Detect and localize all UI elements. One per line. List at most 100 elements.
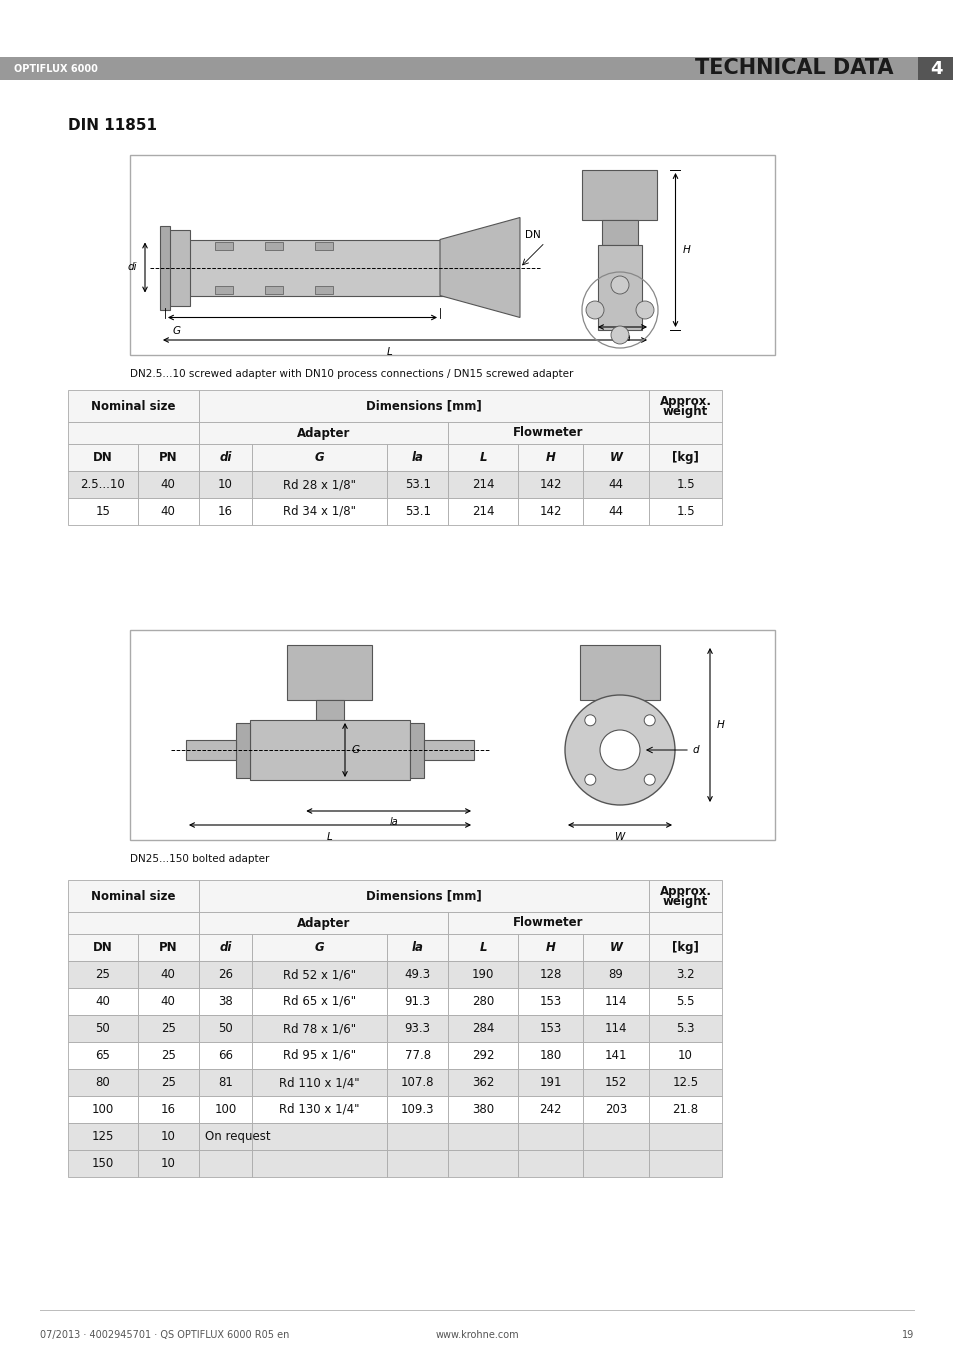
Bar xyxy=(448,1096,517,1123)
Text: 49.3: 49.3 xyxy=(404,969,431,981)
Circle shape xyxy=(584,774,596,785)
Bar xyxy=(68,961,137,988)
Bar xyxy=(137,1096,198,1123)
Bar xyxy=(648,499,721,526)
Bar xyxy=(252,1123,387,1150)
Text: PN: PN xyxy=(159,942,177,954)
Bar xyxy=(598,245,641,330)
Text: 40: 40 xyxy=(161,969,175,981)
Bar xyxy=(517,961,582,988)
Text: [kg]: [kg] xyxy=(672,942,699,954)
Bar xyxy=(423,740,474,761)
Bar xyxy=(68,1096,137,1123)
Bar xyxy=(582,499,648,526)
Bar xyxy=(68,499,137,526)
Bar xyxy=(137,934,198,961)
Text: 10: 10 xyxy=(161,1129,175,1143)
Bar xyxy=(582,988,648,1015)
Text: [kg]: [kg] xyxy=(672,451,699,463)
Bar xyxy=(198,1096,252,1123)
Text: G: G xyxy=(314,942,324,954)
Bar xyxy=(130,630,774,840)
Bar xyxy=(448,499,517,526)
Bar xyxy=(579,644,659,700)
Bar xyxy=(198,1015,252,1042)
Circle shape xyxy=(636,301,654,319)
Text: di: di xyxy=(219,942,232,954)
Bar xyxy=(517,1069,582,1096)
Bar xyxy=(517,499,582,526)
Bar xyxy=(252,1150,387,1177)
Text: 40: 40 xyxy=(161,505,175,517)
Text: Rd 52 x 1/6": Rd 52 x 1/6" xyxy=(283,969,355,981)
Bar xyxy=(130,155,774,355)
Text: Rd 65 x 1/6": Rd 65 x 1/6" xyxy=(283,994,355,1008)
Text: la: la xyxy=(412,942,423,954)
Text: weight: weight xyxy=(662,405,707,419)
Text: DIN 11851: DIN 11851 xyxy=(68,118,157,132)
Bar xyxy=(198,880,648,912)
Text: 4: 4 xyxy=(929,59,942,77)
Text: 53.1: 53.1 xyxy=(404,505,430,517)
Bar xyxy=(648,988,721,1015)
Text: 91.3: 91.3 xyxy=(404,994,431,1008)
Text: 3.2: 3.2 xyxy=(676,969,694,981)
Text: la: la xyxy=(622,332,631,343)
Bar xyxy=(648,390,721,422)
Bar xyxy=(0,57,953,80)
Text: L: L xyxy=(387,347,393,357)
Text: H: H xyxy=(545,451,555,463)
Text: 142: 142 xyxy=(538,505,561,517)
Text: 292: 292 xyxy=(472,1048,494,1062)
Text: 16: 16 xyxy=(217,505,233,517)
Text: Rd 28 x 1/8": Rd 28 x 1/8" xyxy=(283,478,355,490)
Text: 180: 180 xyxy=(539,1048,561,1062)
Text: Flowmeter: Flowmeter xyxy=(513,916,583,929)
Bar xyxy=(68,1123,137,1150)
Bar xyxy=(605,700,634,720)
Bar xyxy=(517,988,582,1015)
Bar xyxy=(648,880,721,912)
Bar xyxy=(250,720,410,780)
Text: 150: 150 xyxy=(91,1156,113,1170)
Bar xyxy=(648,1069,721,1096)
Bar xyxy=(137,1069,198,1096)
Bar xyxy=(387,499,448,526)
Bar xyxy=(448,1150,517,1177)
Text: 1.5: 1.5 xyxy=(676,478,694,490)
Text: 1.5: 1.5 xyxy=(676,505,694,517)
Circle shape xyxy=(610,276,628,295)
Bar xyxy=(137,1150,198,1177)
Bar xyxy=(287,644,372,700)
Text: G: G xyxy=(352,744,359,755)
Bar xyxy=(517,1096,582,1123)
Bar xyxy=(214,242,233,250)
Text: 50: 50 xyxy=(95,1021,110,1035)
Text: 38: 38 xyxy=(218,994,233,1008)
Text: W: W xyxy=(615,832,624,842)
Text: 107.8: 107.8 xyxy=(400,1075,434,1089)
Text: 07/2013 · 4002945701 · QS OPTIFLUX 6000 R05 en: 07/2013 · 4002945701 · QS OPTIFLUX 6000 … xyxy=(40,1329,289,1340)
Text: 89: 89 xyxy=(608,969,623,981)
Bar xyxy=(582,1015,648,1042)
Bar xyxy=(137,499,198,526)
Bar xyxy=(582,1150,648,1177)
Text: 280: 280 xyxy=(472,994,494,1008)
Text: 44: 44 xyxy=(608,478,623,490)
Bar xyxy=(648,934,721,961)
Bar xyxy=(448,1123,517,1150)
Bar xyxy=(198,499,252,526)
Bar xyxy=(448,444,517,471)
Bar xyxy=(410,723,423,777)
Circle shape xyxy=(585,301,603,319)
Bar xyxy=(252,1069,387,1096)
Bar xyxy=(68,1150,137,1177)
Bar xyxy=(68,444,137,471)
Text: 125: 125 xyxy=(91,1129,113,1143)
Bar xyxy=(137,471,198,499)
Bar xyxy=(68,934,137,961)
Bar xyxy=(68,880,198,912)
Bar xyxy=(387,934,448,961)
Bar xyxy=(198,1069,252,1096)
Bar xyxy=(198,934,252,961)
